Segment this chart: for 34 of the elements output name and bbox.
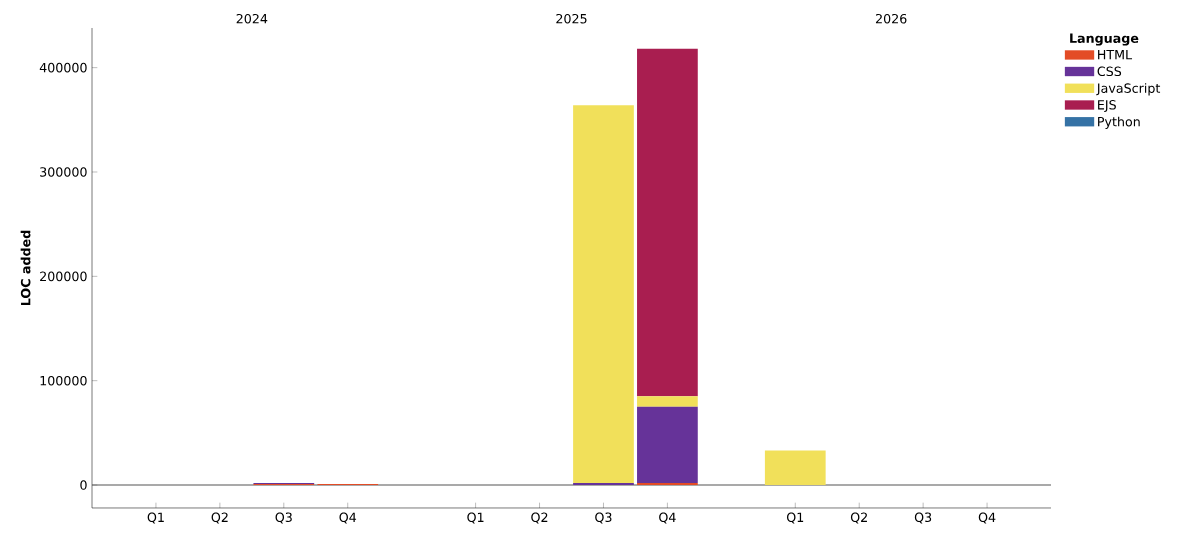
x-tick-label: Q4 xyxy=(659,512,676,524)
bar xyxy=(573,482,634,486)
legend-title: Language xyxy=(1070,33,1139,46)
y-tick-label: 0 xyxy=(80,480,87,490)
x-tick-label: Q2 xyxy=(531,512,548,524)
bar xyxy=(573,105,634,483)
legend-label: Python xyxy=(1098,116,1140,129)
x-tick-label: Q4 xyxy=(339,512,357,524)
x-tick-label: Q4 xyxy=(978,512,996,524)
y-tick-label: 400000 xyxy=(39,62,87,73)
bar xyxy=(637,396,698,407)
legend-label: HTML xyxy=(1098,50,1133,60)
x-tick-label: Q1 xyxy=(467,512,484,524)
y-axis-title: LOC added xyxy=(20,230,31,306)
bar xyxy=(637,48,698,397)
legend-label: JavaScript xyxy=(1096,83,1161,96)
bar xyxy=(637,406,698,483)
bar xyxy=(637,482,698,486)
x-tick-label: Q3 xyxy=(914,512,932,524)
x-tick-label: Q2 xyxy=(211,512,228,524)
legend-label: EJS xyxy=(1098,100,1116,112)
x-tick-label: Q3 xyxy=(275,512,292,524)
x-tick-label: Q1 xyxy=(147,512,164,524)
y-tick-label: 200000 xyxy=(40,271,87,282)
x-tick-label: Q2 xyxy=(850,512,867,524)
text: 2025 xyxy=(556,13,587,24)
bar xyxy=(764,450,826,486)
x-tick-label: Q1 xyxy=(786,512,804,524)
text: 2024 xyxy=(236,13,268,24)
y-tick-label: 100000 xyxy=(40,375,87,386)
text: 2026 xyxy=(875,13,907,24)
x-tick-label: Q3 xyxy=(595,512,612,524)
y-tick-label: 300000 xyxy=(40,167,87,177)
legend-label: CSS xyxy=(1097,66,1122,77)
